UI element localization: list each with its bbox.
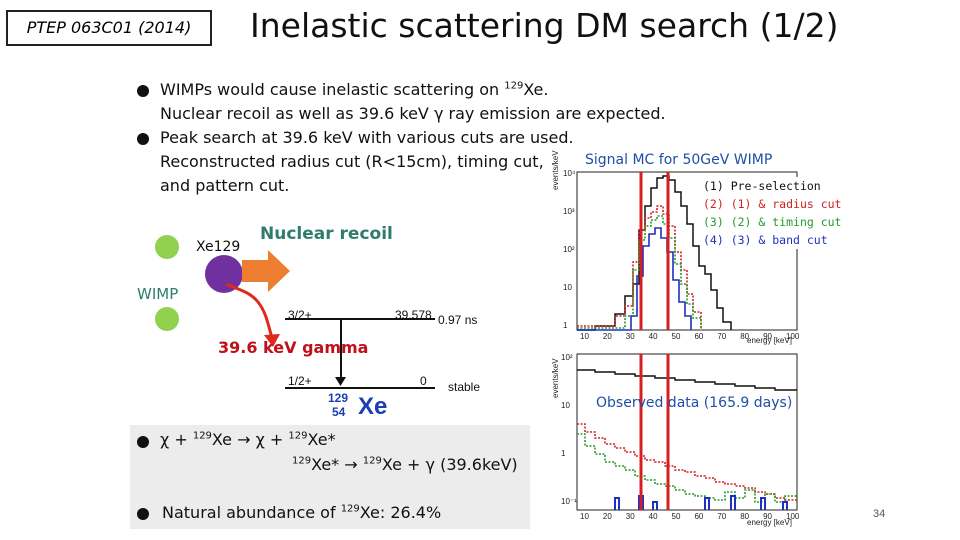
top-x-axis-label: energy [keV] — [747, 336, 792, 345]
bullet-2-line-2: Reconstructed radius cut (R<15cm), timin… — [160, 152, 544, 171]
level-ground-spin: 1/2+ — [288, 374, 312, 388]
x-tick-label: 40 — [648, 332, 658, 341]
xe-label: Xe129 — [196, 239, 241, 255]
level-ground-line — [285, 387, 435, 389]
bullet-2-line-3: and pattern cut. — [160, 176, 290, 195]
bullet-1-line-2: Nuclear recoil as well as 39.6 keV γ ray… — [160, 104, 666, 123]
page-number: 34 — [873, 508, 886, 520]
legend-entry-number: (3) — [703, 215, 724, 229]
wimp-label: WIMP — [137, 285, 179, 303]
x-tick-label: 30 — [625, 332, 635, 341]
bullet-2-line-1: Peak search at 39.6 keV with various cut… — [160, 128, 574, 147]
y-tick-label: 10 — [563, 283, 572, 292]
bullet-dot — [137, 436, 149, 448]
legend-entry: (3) (2) & timing cut — [703, 213, 841, 231]
x-tick-label: 50 — [671, 512, 681, 521]
recoil-arrow-icon — [242, 250, 290, 292]
x-tick-label: 80 — [740, 512, 750, 521]
x-tick-label: 80 — [740, 332, 750, 341]
y-tick-label: 10² — [561, 353, 573, 362]
level-ground-state: stable — [448, 380, 481, 394]
x-tick-label: 20 — [602, 332, 612, 341]
top-y-axis-label: events/keV — [551, 150, 560, 190]
y-tick-label: 10³ — [563, 207, 575, 216]
x-tick-label: 70 — [717, 332, 727, 341]
y-tick-label: 10⁻¹ — [561, 497, 577, 506]
level-upper-spin: 3/2+ — [288, 308, 312, 322]
y-tick-label: 10⁴ — [563, 169, 576, 178]
y-tick-label: 1 — [563, 321, 568, 330]
transition-line — [340, 319, 342, 379]
x-tick-label: 20 — [602, 512, 612, 521]
legend-entry-text: (3) & band cut — [723, 233, 828, 247]
legend-entry-number: (4) — [703, 233, 724, 247]
x-tick-label: 40 — [648, 512, 658, 521]
legend-entry-text: (1) & radius cut — [723, 197, 842, 211]
slide-title: Inelastic scattering DM search (1/2) — [250, 6, 839, 45]
observed-data-caption: Observed data (165.9 days) — [596, 395, 793, 411]
x-tick-label: 70 — [717, 512, 727, 521]
legend-entry: (4) (3) & band cut — [703, 231, 829, 249]
legend-entry-number: (1) — [703, 179, 724, 193]
level-upper-energy: 39.578 — [395, 308, 432, 322]
nuclear-recoil-label: Nuclear recoil — [260, 224, 393, 244]
reaction-line-1: χ + 129Xe → χ + 129Xe* — [160, 430, 336, 449]
gamma-label: 39.6 keV gamma — [218, 338, 369, 357]
x-tick-label: 10 — [580, 512, 589, 521]
reaction-line-2: 129Xe* → 129Xe + γ (39.6keV) — [292, 455, 518, 474]
bullet-1-line-1: WIMPs would cause inelastic scattering o… — [160, 80, 549, 99]
x-tick-label: 50 — [671, 332, 681, 341]
y-tick-label: 10 — [561, 401, 570, 410]
x-tick-label: 100 — [786, 512, 800, 521]
x-tick-label: 30 — [625, 512, 635, 521]
xe-nucleus — [205, 255, 243, 293]
legend-entry: (1) Pre-selection — [703, 177, 829, 195]
legend-entry-text: (2) & timing cut — [723, 215, 842, 229]
transition-arrowhead-icon — [335, 377, 346, 386]
x-tick-label: 10 — [580, 332, 589, 341]
x-tick-label: 90 — [763, 332, 773, 341]
bottom-y-axis-label: events/keV — [551, 358, 560, 398]
y-tick-label: 10² — [563, 245, 575, 254]
bullet-dot — [137, 508, 149, 520]
wimp-outgoing-dot — [155, 307, 179, 331]
legend-entry-text: Pre-selection — [723, 179, 821, 193]
level-upper-line — [285, 318, 435, 320]
level-upper-halflife: 0.97 ns — [438, 313, 478, 327]
reaction-box — [130, 425, 530, 529]
x-tick-label: 100 — [786, 332, 800, 341]
y-tick-label: 1 — [561, 449, 566, 458]
bottom-x-axis-label: energy [keV] — [747, 518, 792, 527]
bullet-dot — [137, 133, 149, 145]
level-ground-energy: 0 — [420, 374, 427, 388]
gamma-arrow-icon — [225, 282, 280, 347]
x-tick-label: 60 — [694, 332, 704, 341]
abundance-text: Natural abundance of 129Xe: 26.4% — [162, 503, 442, 522]
plot-legend: (1) Pre-selection (2) (1) & radius cut (3)… — [703, 177, 841, 249]
legend-entry: (2) (1) & radius cut — [703, 195, 841, 213]
wimp-incoming-dot — [155, 235, 179, 259]
signal-mc-caption: Signal MC for 50GeV WIMP — [583, 152, 775, 168]
legend-entry-number: (2) — [703, 197, 724, 211]
x-tick-label: 90 — [763, 512, 773, 521]
observed-data-plot: events/keV energy [keV] 10² 10 1 10⁻¹ 10 20 3… — [551, 352, 825, 528]
reference-box: PTEP 063C01 (2014) — [6, 10, 212, 46]
bullet-dot — [137, 85, 149, 97]
x-tick-label: 60 — [694, 512, 704, 521]
